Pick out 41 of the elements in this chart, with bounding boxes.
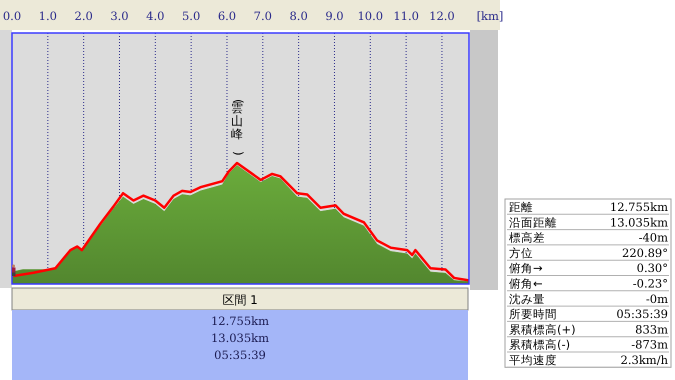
text: 所要時間 [509,307,557,322]
x-tick-label: 10.0 [357,9,384,23]
text: 沈み量 [509,292,545,306]
x-axis-title: [km] [476,9,504,23]
x-tick-label: 3.0 [110,9,129,23]
text: 833m [635,322,668,336]
x-tick-label: 2.0 [74,9,93,23]
text: 平均速度 [509,353,557,367]
x-tick-label: 9.0 [325,9,344,23]
x-tick-label: 6.0 [218,9,236,23]
text: (雲山峰) [231,99,246,156]
text: 13.035km [610,215,668,230]
x-tick-label: 12.0 [429,9,455,23]
x-tick-label: 4.0 [146,9,164,23]
text: 12.755km [610,200,668,214]
x-tick-label: 1.0 [38,9,57,23]
text: 0.30° [636,261,668,276]
text: 累積標高(+) [509,322,576,336]
x-tick-label: 8.0 [289,9,308,23]
text: 沿面距離 [509,215,557,230]
text: 220.89° [622,246,668,260]
text: -873m [631,338,668,352]
text: 2.3km/h [620,353,669,367]
text: 標高差 [509,230,545,245]
text: 距離 [509,200,533,214]
x-tick-label: 0.0 [2,9,22,23]
text: 俯角← [509,276,543,290]
text: 区間 1 [222,293,258,307]
x-tick-label: 5.0 [182,9,200,23]
text: 05:35:39 [214,348,266,362]
text: 12.755km [210,314,270,328]
x-tick-label: 11.0 [393,9,419,23]
text: -0.23° [632,276,668,290]
text: 累積標高(-) [509,338,570,352]
text: 方位 [509,246,533,260]
x-tick-label: 7.0 [254,9,272,23]
text: -40m [638,230,668,245]
text: 13.035km [210,331,270,345]
text: 05:35:39 [616,307,668,322]
text: 俯角→ [509,261,543,276]
text: -0m [646,292,668,306]
